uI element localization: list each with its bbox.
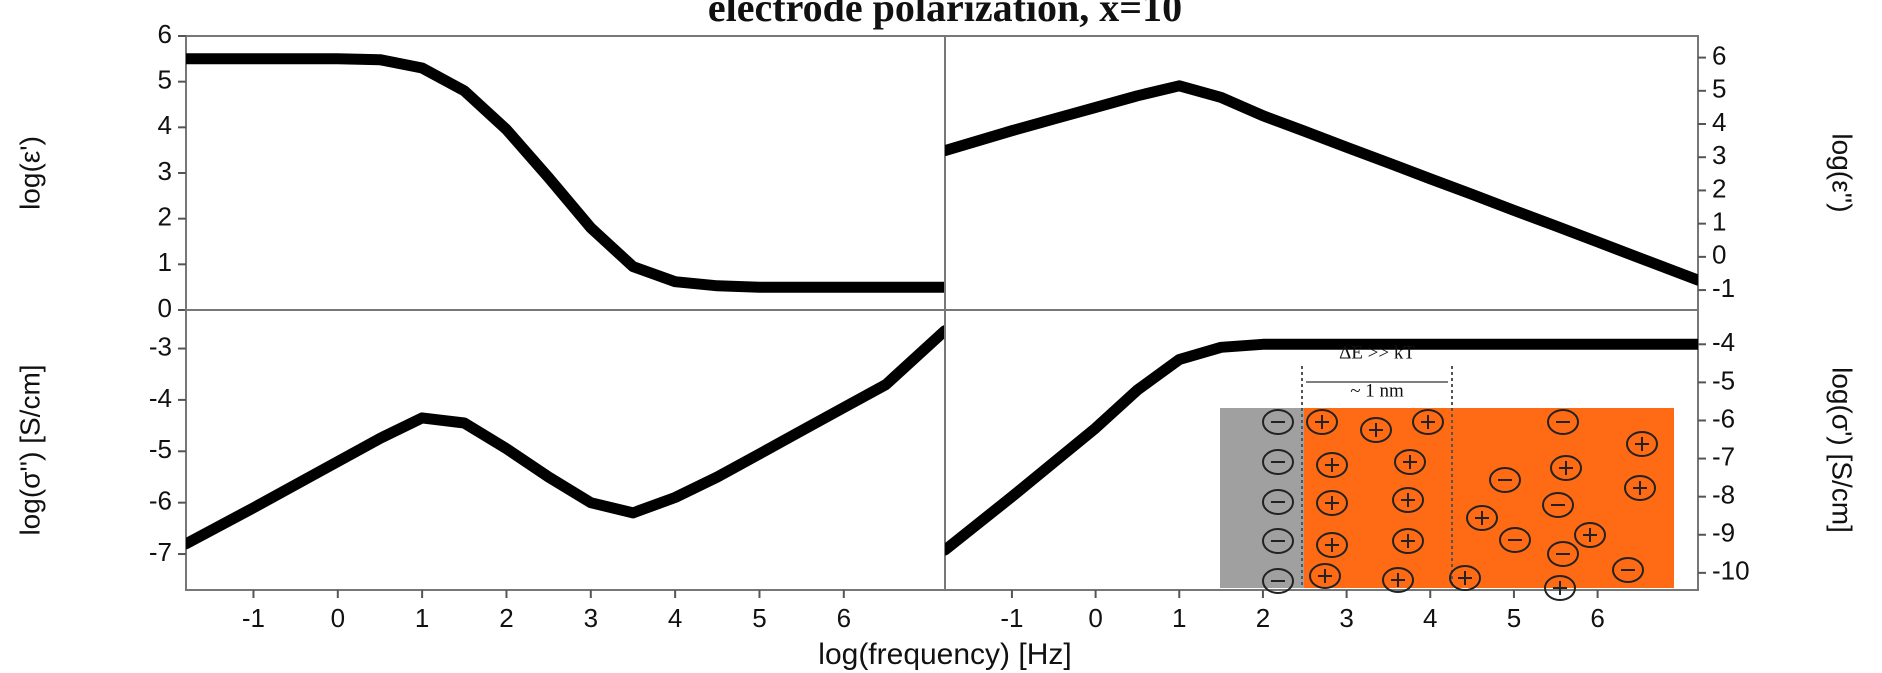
plot-frame (185, 35, 946, 311)
y-tick-label: -5 (149, 434, 172, 464)
ion (1626, 431, 1658, 457)
x-tick-label: 0 (1088, 603, 1102, 633)
y-tick-label: -6 (149, 486, 172, 516)
data-line (945, 338, 1698, 556)
y-tick-label: 6 (158, 19, 172, 49)
ion (1547, 409, 1579, 435)
ion (1262, 409, 1294, 435)
plot-frame (944, 35, 1699, 311)
x-tick-label: 4 (668, 603, 682, 633)
y-tick-label: 3 (1712, 140, 1726, 170)
ion (1449, 565, 1481, 591)
y-axis-label: log(ε'') (1827, 133, 1858, 212)
x-tick-label: 4 (1423, 603, 1437, 633)
y-tick-label: 1 (1712, 207, 1726, 237)
ion (1466, 505, 1498, 531)
ion (1544, 575, 1576, 601)
y-axis-label: log(σ') [S/cm] (1827, 367, 1858, 533)
ion (1309, 563, 1341, 589)
ion (1412, 409, 1444, 435)
x-tick-label: 6 (837, 603, 851, 633)
y-tick-label: -5 (1712, 365, 1735, 395)
x-tick-label: 1 (1172, 603, 1186, 633)
y-tick-label: 5 (158, 65, 172, 95)
ion (1262, 489, 1294, 515)
y-tick-label: -9 (1712, 518, 1735, 548)
ion (1360, 417, 1392, 443)
ion (1542, 492, 1574, 518)
ion (1624, 475, 1656, 501)
x-tick-label: 5 (1507, 603, 1521, 633)
plot-frame (185, 309, 946, 591)
inset-label: ~ 1 nm (1350, 380, 1404, 401)
x-tick-label: 3 (1339, 603, 1353, 633)
y-tick-label: 5 (1712, 74, 1726, 104)
ion (1306, 409, 1338, 435)
ion (1262, 449, 1294, 475)
x-tick-label: 1 (415, 603, 429, 633)
y-tick-label: -3 (149, 331, 172, 361)
ion (1574, 522, 1606, 548)
ion (1394, 449, 1426, 475)
y-tick-label: 0 (158, 293, 172, 323)
plot-frame (944, 309, 1699, 591)
x-tick-label: -1 (242, 603, 265, 633)
y-axis-label: log(ε') (14, 136, 45, 210)
y-tick-label: 4 (158, 110, 172, 140)
data-line (186, 325, 945, 550)
x-tick-label: 2 (1256, 603, 1270, 633)
data-line (186, 53, 945, 293)
y-tick-label: -4 (149, 383, 172, 413)
ion (1499, 527, 1531, 553)
y-tick-label: 0 (1712, 240, 1726, 270)
y-tick-label: -4 (1712, 327, 1735, 357)
ion (1382, 567, 1414, 593)
y-tick-label: -10 (1712, 556, 1750, 586)
ion (1392, 487, 1424, 513)
x-tick-label: -1 (1000, 603, 1023, 633)
ion (1316, 490, 1348, 516)
x-axis-label: log(frequency) [Hz] (818, 638, 1071, 671)
data-line (945, 80, 1698, 286)
y-tick-label: 4 (1712, 107, 1726, 137)
x-tick-label: 5 (752, 603, 766, 633)
ion (1547, 541, 1579, 567)
y-tick-label: 2 (158, 202, 172, 232)
ion (1316, 452, 1348, 478)
y-tick-label: -8 (1712, 480, 1735, 510)
inset-label: ΔE >> kT (1339, 342, 1415, 363)
y-tick-label: 1 (158, 247, 172, 277)
ion (1262, 568, 1294, 594)
x-tick-label: 3 (584, 603, 598, 633)
chart-title: electrode polarization, x=10 (708, 0, 1182, 30)
y-tick-label: -1 (1712, 273, 1735, 303)
ion (1392, 528, 1424, 554)
y-tick-label: 6 (1712, 40, 1726, 70)
y-tick-label: -7 (149, 537, 172, 567)
x-tick-label: 6 (1590, 603, 1604, 633)
y-tick-label: 3 (158, 156, 172, 186)
ion (1316, 532, 1348, 558)
inset-diagram: ΔE >> kT ~ 1 nm (1220, 342, 1674, 601)
y-tick-label: -6 (1712, 403, 1735, 433)
y-tick-label: -7 (1712, 441, 1735, 471)
x-tick-label: 0 (331, 603, 345, 633)
ion (1262, 528, 1294, 554)
y-axis-label: log(σ'') [S/cm] (14, 364, 45, 535)
ion (1489, 467, 1521, 493)
electrode (1220, 408, 1304, 588)
ion (1612, 557, 1644, 583)
ion (1550, 455, 1582, 481)
x-tick-label: 2 (499, 603, 513, 633)
y-tick-label: 2 (1712, 173, 1726, 203)
